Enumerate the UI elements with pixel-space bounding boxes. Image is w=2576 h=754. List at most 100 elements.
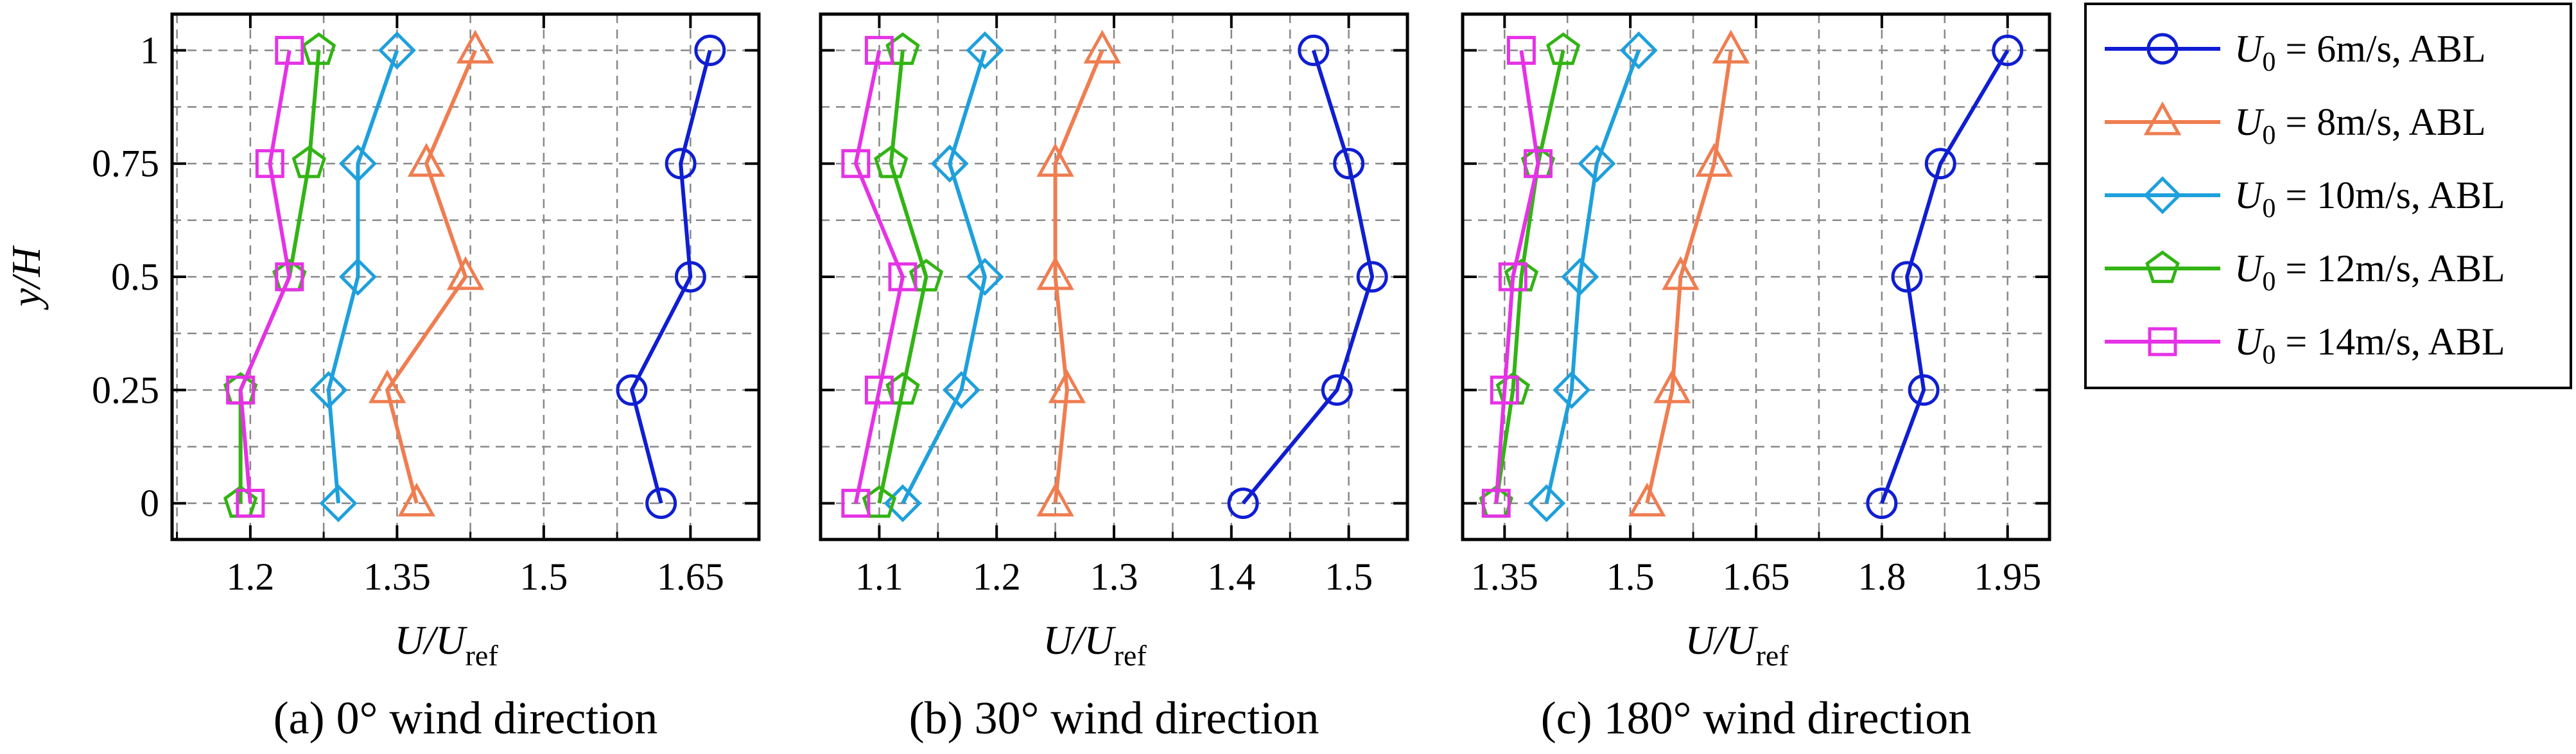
legend-marker-triangle [2143,101,2182,136]
legend-marker-diamond [2143,176,2182,215]
data-point-square [275,262,304,292]
y-tick-label: 0.25 [92,369,159,411]
x-tick-label: 1.8 [1858,556,1906,598]
series-s14 [1481,35,1553,518]
y-tick-label: 0 [140,482,159,525]
series-line [385,49,477,504]
series-line [629,49,712,504]
x-tick-label: 1.65 [1723,556,1790,598]
data-point-circle [674,261,706,293]
series-s10 [309,31,416,523]
x-tick-label: 1.5 [1606,556,1655,598]
data-point-pentagon [873,145,909,179]
panel-caption: (a) 0° wind direction [274,692,658,744]
legend-entry-s6: U0 = 6m/s, ABL [2105,28,2486,77]
data-point-square [275,35,304,65]
y-axis-title: y/H [3,245,49,310]
series-line [1241,49,1375,505]
series-s12 [862,32,944,518]
x-axis-title: U/Uref [1043,617,1147,672]
x-tick-label: 1.4 [1207,556,1255,598]
data-point-circle [1866,487,1898,520]
y-tick-label: 0.75 [92,143,159,185]
x-tick-label: 1.5 [1325,556,1373,598]
series-s6 [1866,34,2024,520]
data-point-triangle [446,256,485,290]
data-point-triangle [1712,30,1750,64]
data-point-square [864,375,894,405]
data-point-circle [1356,261,1388,293]
chart-panel-1: 1.2 1.35 1.5 1.65 0 0.25 0.5 0.75 1 y/H U/Uref (a) … [3,12,761,744]
series-line [326,49,399,504]
data-point-square [226,375,256,405]
series-line [901,49,988,504]
data-point-diamond [378,31,416,69]
data-point-circle [1924,148,1956,180]
data-point-pentagon [292,145,326,179]
y-tick-label: 0.5 [111,256,159,298]
series-s6 [1227,34,1388,520]
legend-marker-pentagon [2145,250,2180,283]
data-point-circle [1333,148,1365,180]
series-line [1544,49,1641,504]
data-point-diamond [930,145,969,183]
data-point-circle [1992,34,2024,66]
data-point-diamond [1561,258,1599,296]
x-tick-label: 1.1 [855,556,903,598]
legend-marker-square [2148,327,2177,356]
series-line [1053,49,1104,504]
series-line [1645,49,1733,504]
data-point-triangle [397,482,436,517]
legend-label: U0 = 12m/s, ABL [2234,247,2505,297]
series-line [1494,49,1540,504]
data-point-circle [1891,261,1923,293]
data-point-triangle [1048,369,1086,403]
chart-panel-2: 1.1 1.2 1.3 1.4 1.5 U/Uref (b) 30° wind direct… [819,12,1409,744]
series-line [1880,49,2010,504]
data-point-square [864,35,894,65]
x-tick-label: 1.2 [973,556,1021,598]
data-point-square [1490,375,1519,405]
x-axis-title: U/Uref [1685,617,1789,672]
data-point-triangle [1653,369,1691,403]
data-point-diamond [966,258,1004,296]
data-point-square [1498,262,1527,292]
data-point-circle [645,487,677,520]
x-tick-label: 1.95 [1974,556,2041,598]
data-point-triangle [1083,30,1121,64]
data-point-square [888,262,918,292]
data-point-triangle [1036,256,1074,290]
data-point-diamond [942,371,980,409]
series-s14 [841,35,918,518]
data-point-diamond [1553,371,1591,409]
data-point-pentagon [909,258,944,292]
data-point-diamond [338,258,377,296]
legend-label: U0 = 14m/s, ABL [2234,320,2505,370]
data-point-pentagon [301,32,336,66]
data-point-circle [1908,374,1940,406]
data-point-triangle [456,30,494,64]
legend-entry-s8: U0 = 8m/s, ABL [2105,101,2486,150]
panel-caption: (b) 30° wind direction [909,692,1319,744]
data-point-diamond [1578,145,1616,183]
data-point-triangle [1628,482,1666,517]
series-s10 [1527,31,1658,523]
series-line [238,49,292,504]
legend-label: U0 = 6m/s, ABL [2234,28,2486,77]
legend-label: U0 = 8m/s, ABL [2234,101,2486,150]
series-line [877,50,928,504]
data-point-pentagon [885,32,920,66]
data-point-square [236,489,265,518]
data-point-circle [1227,487,1259,520]
data-point-square [255,149,284,179]
data-point-circle [665,148,697,180]
x-tick-label: 1.3 [1090,556,1138,598]
panel-caption: (c) 180° wind direction [1541,692,1972,744]
data-point-pentagon [885,372,920,405]
series-line [1494,49,1565,504]
series-s10 [883,31,1004,523]
series-s14 [226,35,304,518]
x-tick-label: 1.65 [657,556,724,598]
y-tick-label: 1 [140,29,159,71]
